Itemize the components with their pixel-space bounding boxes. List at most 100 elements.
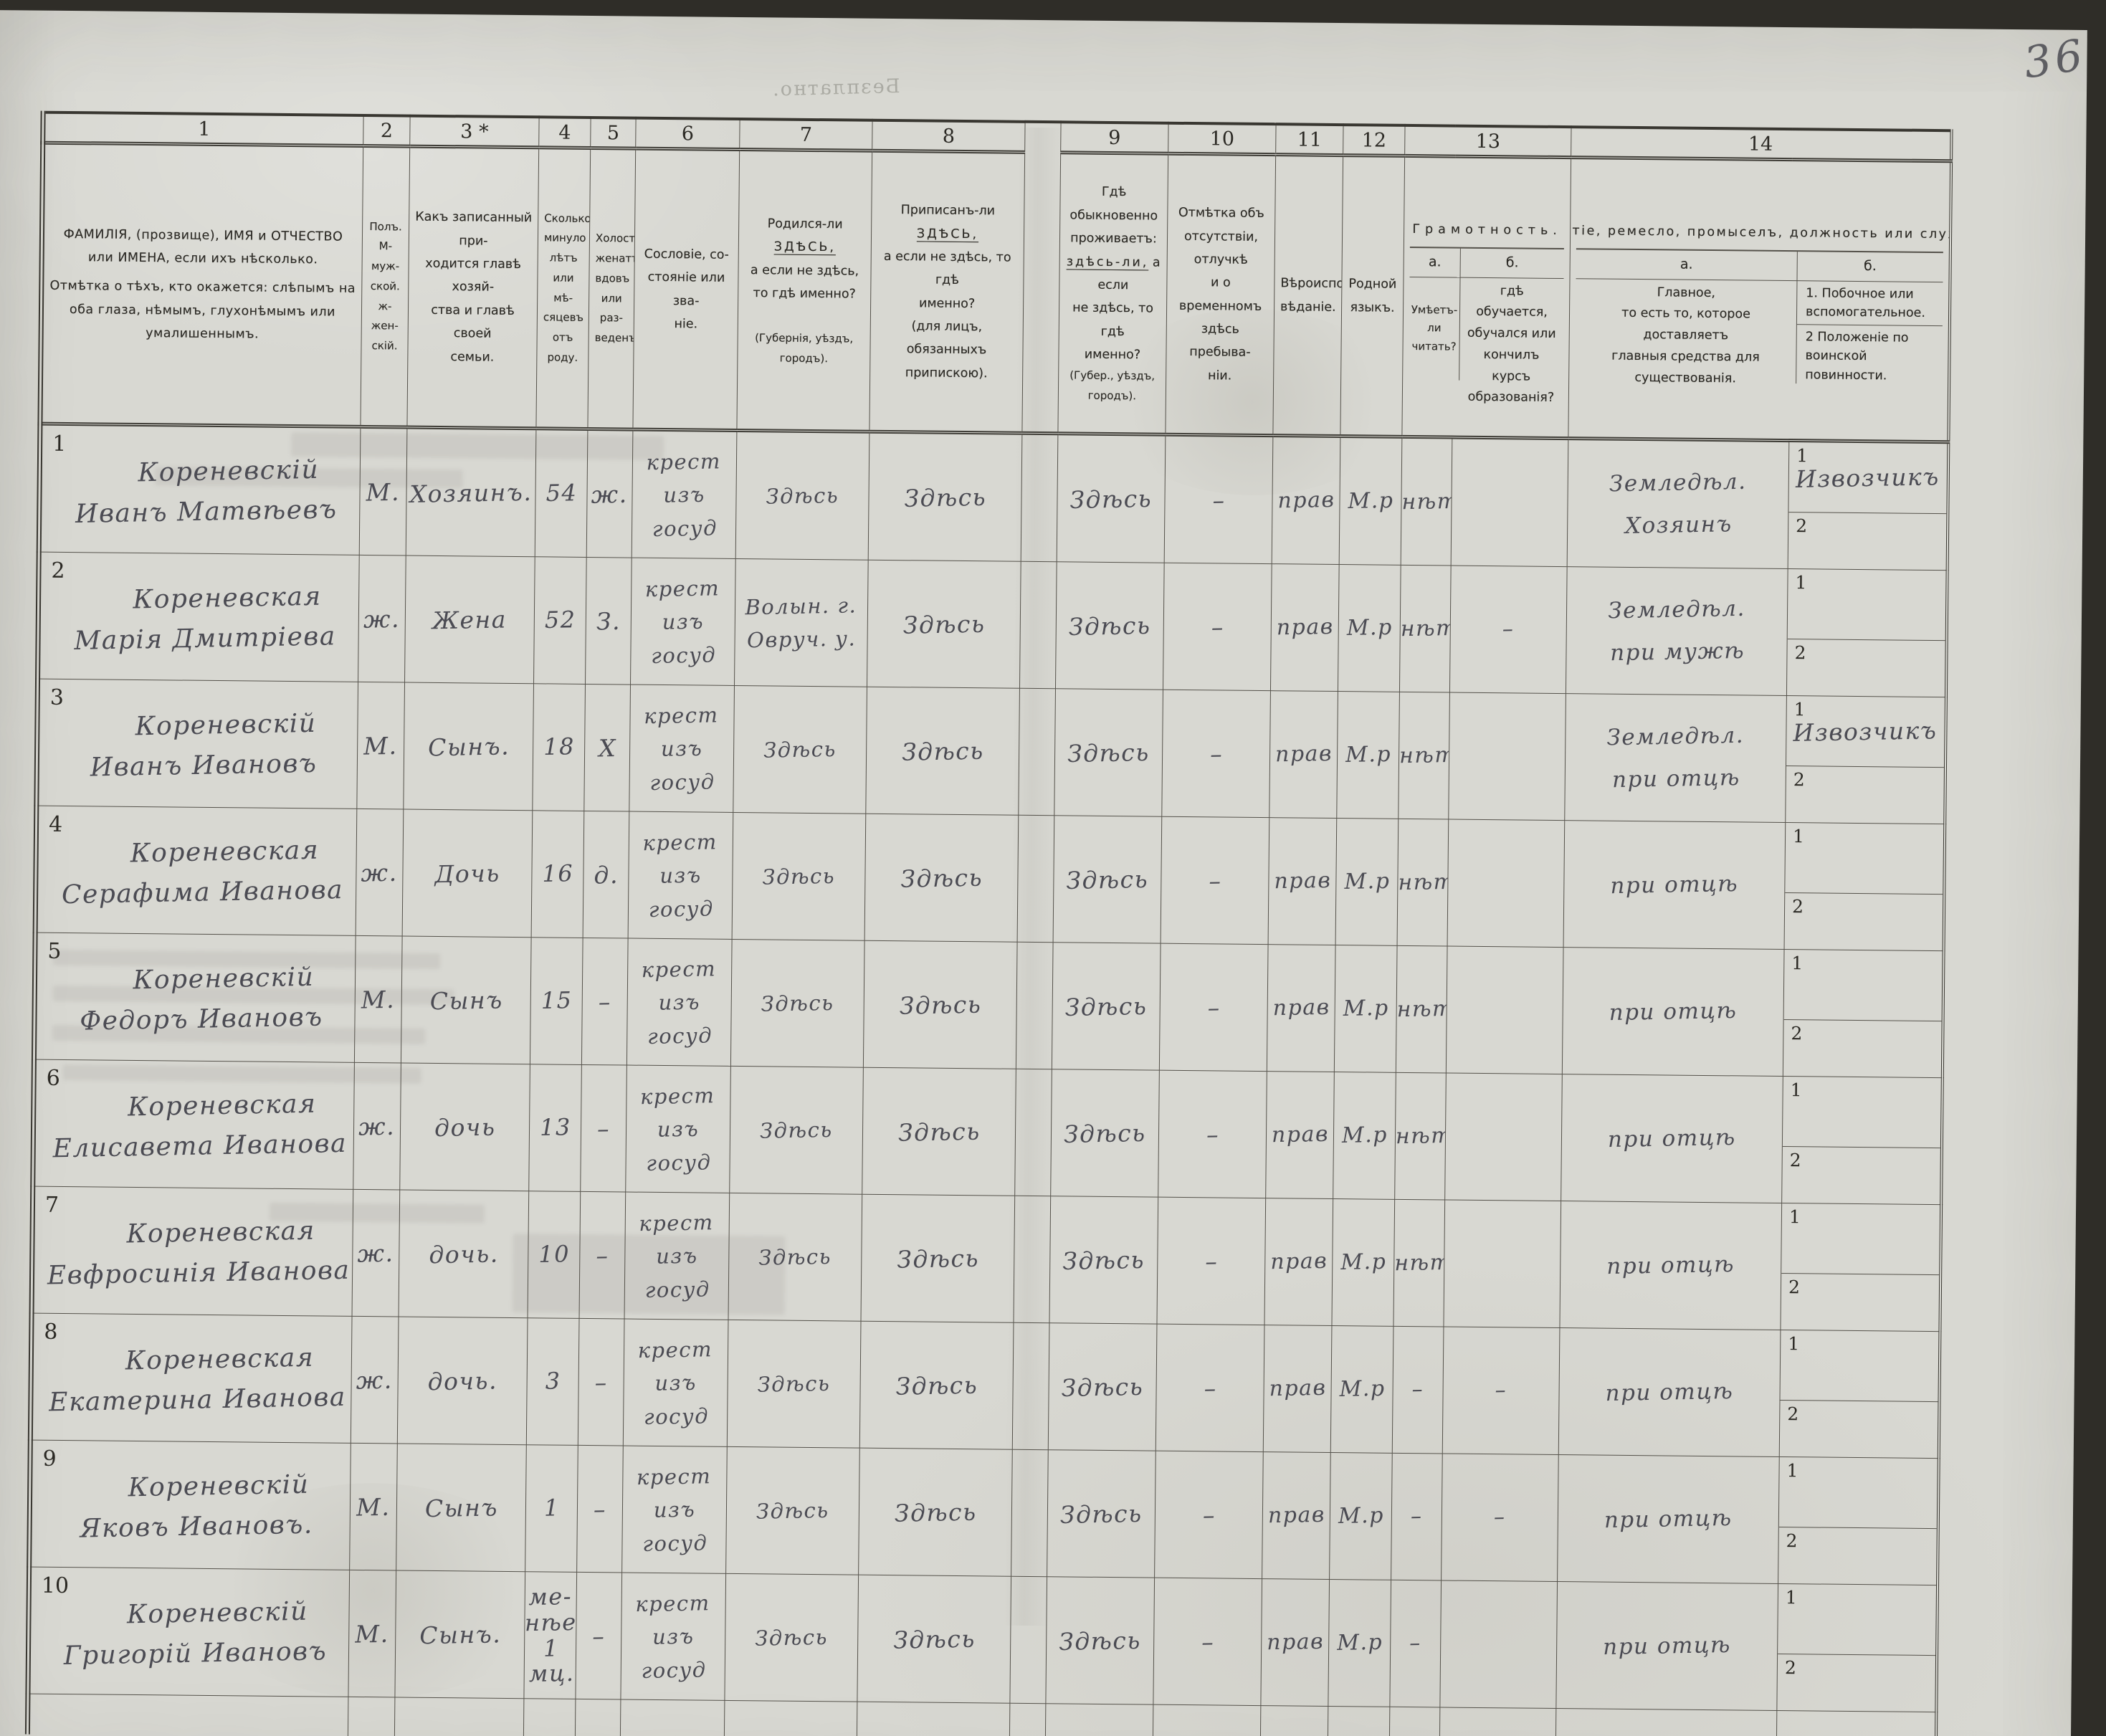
handwritten-registered: Здѣсь bbox=[903, 482, 987, 512]
header-literacy-b-label: б. bbox=[1460, 248, 1564, 279]
cell-religion: прав bbox=[1262, 1451, 1331, 1580]
watermark-bezplatno: Безплатно. bbox=[771, 75, 900, 101]
cell-marital-status: – bbox=[578, 1318, 625, 1446]
table-row: 10 Кореневскій Григорій Ивановъ М. Сынъ.… bbox=[27, 1567, 1938, 1712]
handwritten-name: Кореневскій Иванъ Матвѣевъ bbox=[75, 455, 338, 530]
handwritten-age: 3 bbox=[544, 1367, 561, 1396]
handwritten-estate: крест изъ госуд bbox=[641, 955, 717, 1049]
cell-registered: Здѣсь bbox=[860, 1194, 1015, 1323]
cell-literacy-reads: нѣтъ bbox=[1398, 692, 1450, 820]
cell-relation: Сынъ. bbox=[403, 682, 534, 811]
header-occupation-a-text: Главное, то есть то, которое доставляетъ… bbox=[1611, 285, 1760, 386]
handwritten-registered: Здѣсь bbox=[897, 1117, 981, 1147]
cell-absence: – bbox=[1158, 1070, 1267, 1198]
cell-sex: ж. bbox=[358, 555, 406, 683]
handwritten-religion: прав bbox=[1274, 740, 1333, 768]
row-number: 10 bbox=[41, 1573, 70, 1599]
cell-occupation-main: при отцѣ bbox=[1563, 820, 1786, 950]
cell-sex: М. bbox=[354, 935, 403, 1064]
cell-religion: прав bbox=[1265, 1071, 1335, 1199]
handwritten-sex: М. bbox=[366, 477, 401, 507]
cell-marital-status: ж. bbox=[586, 429, 633, 558]
cell-spacer bbox=[1009, 1703, 1046, 1736]
header-language: Родной языкъ. bbox=[1340, 155, 1405, 437]
handwritten-birthplace: Здѣсь bbox=[757, 1370, 831, 1397]
col-number-4: 4 bbox=[538, 117, 591, 148]
handwritten-name: Кореневскій Иванъ Ивановъ bbox=[90, 709, 318, 783]
cell-literacy-reads: нѣтъ bbox=[1394, 1072, 1447, 1201]
subcell-label-2: 2 bbox=[1789, 1150, 1801, 1171]
subcell-label-2: 2 bbox=[1791, 896, 1804, 917]
handwritten-estate: крест изъ госуд bbox=[646, 448, 722, 541]
cell-language: М.р bbox=[1331, 1198, 1395, 1327]
handwritten-relation: дочь bbox=[434, 1112, 496, 1142]
cell-registered: Здѣсь bbox=[858, 1448, 1013, 1577]
cell-birthplace bbox=[724, 1700, 857, 1736]
cell-birthplace: Здѣсь bbox=[730, 939, 865, 1068]
handwritten-religion: прав bbox=[1276, 614, 1334, 641]
handwritten-name: Кореневскій Яковъ Ивановъ. bbox=[79, 1470, 313, 1544]
cell-birthplace: Здѣсь bbox=[735, 430, 869, 561]
subcell-label-1: 1 bbox=[1792, 826, 1805, 847]
handwritten-sex: М. bbox=[363, 731, 399, 760]
handwritten-registered: Здѣсь bbox=[894, 1497, 977, 1527]
cell-spacer bbox=[1021, 433, 1058, 563]
header-registered-here-word: ЗДѢСЬ, bbox=[916, 226, 979, 242]
subcell-label-2: 2 bbox=[1791, 1023, 1803, 1044]
cell-sex: М. bbox=[349, 1443, 398, 1571]
cell-name: 10 Кореневскій Григорій Ивановъ bbox=[27, 1567, 350, 1697]
cell-absence: – bbox=[1164, 434, 1273, 564]
cell-absence bbox=[1153, 1704, 1261, 1736]
subcell-label-1: 1 bbox=[1791, 953, 1804, 974]
row-number: 8 bbox=[44, 1320, 58, 1345]
handwritten-relation: дочь. bbox=[428, 1239, 499, 1269]
handwritten-residence: Здѣсь bbox=[1064, 991, 1148, 1021]
subcell-label-1: 1 bbox=[1795, 572, 1807, 593]
military-status-subcell: 2 bbox=[1781, 1274, 1938, 1331]
col-number-8: 8 bbox=[872, 120, 1026, 153]
handwritten-occupation-main: при отцѣ bbox=[1610, 870, 1739, 899]
cell-literacy-reads: нѣтъ bbox=[1393, 1199, 1445, 1327]
cell-estate: крест изъ госуд bbox=[632, 429, 737, 559]
handwritten-literacy-reads: нѣтъ bbox=[1399, 742, 1450, 769]
cell-age: 54 bbox=[535, 429, 588, 558]
cell-literacy-reads: нѣтъ bbox=[1401, 437, 1452, 566]
cell-occupation-secondary: 1 2 bbox=[1783, 949, 1944, 1078]
handwritten-sex: ж. bbox=[357, 1239, 395, 1268]
cell-marital-status: З. bbox=[585, 557, 632, 685]
handwritten-literacy-reads: нѣтъ bbox=[1400, 615, 1452, 642]
cell-language: М.р bbox=[1338, 564, 1401, 692]
handwritten-relation: Сынъ bbox=[424, 1493, 498, 1522]
handwritten-name: Кореневскій Федоръ Ивановъ bbox=[79, 963, 323, 1036]
cell-spacer bbox=[1018, 688, 1056, 816]
handwritten-occupation-main: при отцѣ bbox=[1607, 1124, 1737, 1153]
handwritten-marital: – bbox=[593, 1494, 607, 1524]
handwritten-occupation-main: Земледѣл. при мужѣ bbox=[1607, 596, 1745, 667]
cell-registered: Здѣсь bbox=[862, 1067, 1016, 1196]
cell-estate: крест изъ госуд bbox=[621, 1446, 728, 1574]
header-literacy-a-text: Умѣетъ- ли читать? bbox=[1411, 302, 1458, 353]
handwritten-registered: Здѣсь bbox=[900, 863, 983, 893]
cell-name: 3 Кореневскій Иванъ Ивановъ bbox=[36, 679, 358, 809]
col-number-2: 2 bbox=[363, 115, 411, 147]
handwritten-literacy-reads: – bbox=[1409, 1630, 1422, 1656]
handwritten-literacy-reads: – bbox=[1410, 1503, 1423, 1530]
handwritten-name: Кореневская Елисавета Иванова bbox=[52, 1089, 348, 1164]
handwritten-marital: – bbox=[596, 1241, 609, 1270]
handwritten-name: Кореневская Серафима Иванова bbox=[61, 836, 344, 910]
handwritten-birthplace: Здѣсь bbox=[755, 1624, 829, 1651]
cell-absence: – bbox=[1163, 563, 1272, 691]
header-estate: Сословіе, со- стояніе или зва- ніе. bbox=[632, 148, 740, 431]
handwritten-language: М.р bbox=[1338, 1502, 1384, 1529]
handwritten-name: Кореневскій Григорій Ивановъ bbox=[63, 1597, 328, 1671]
handwritten-occupation-main: Земледѣл. Хозяинъ bbox=[1609, 469, 1747, 540]
header-resides-here-word: здѣсь-ли, bbox=[1066, 254, 1149, 270]
handwritten-religion: прав bbox=[1266, 1628, 1324, 1656]
cell-religion: прав bbox=[1267, 944, 1336, 1072]
handwritten-literacy-reads: нѣтъ bbox=[1393, 1249, 1445, 1277]
cell-registered bbox=[857, 1702, 1010, 1736]
handwritten-occupation-main: при отцѣ bbox=[1606, 1251, 1735, 1279]
cell-literacy-education bbox=[1447, 819, 1565, 948]
subcell-label-2: 2 bbox=[1786, 1530, 1798, 1552]
header-literacy: Грамотность. а. Умѣетъ- ли читать? б. гд… bbox=[1401, 156, 1571, 439]
